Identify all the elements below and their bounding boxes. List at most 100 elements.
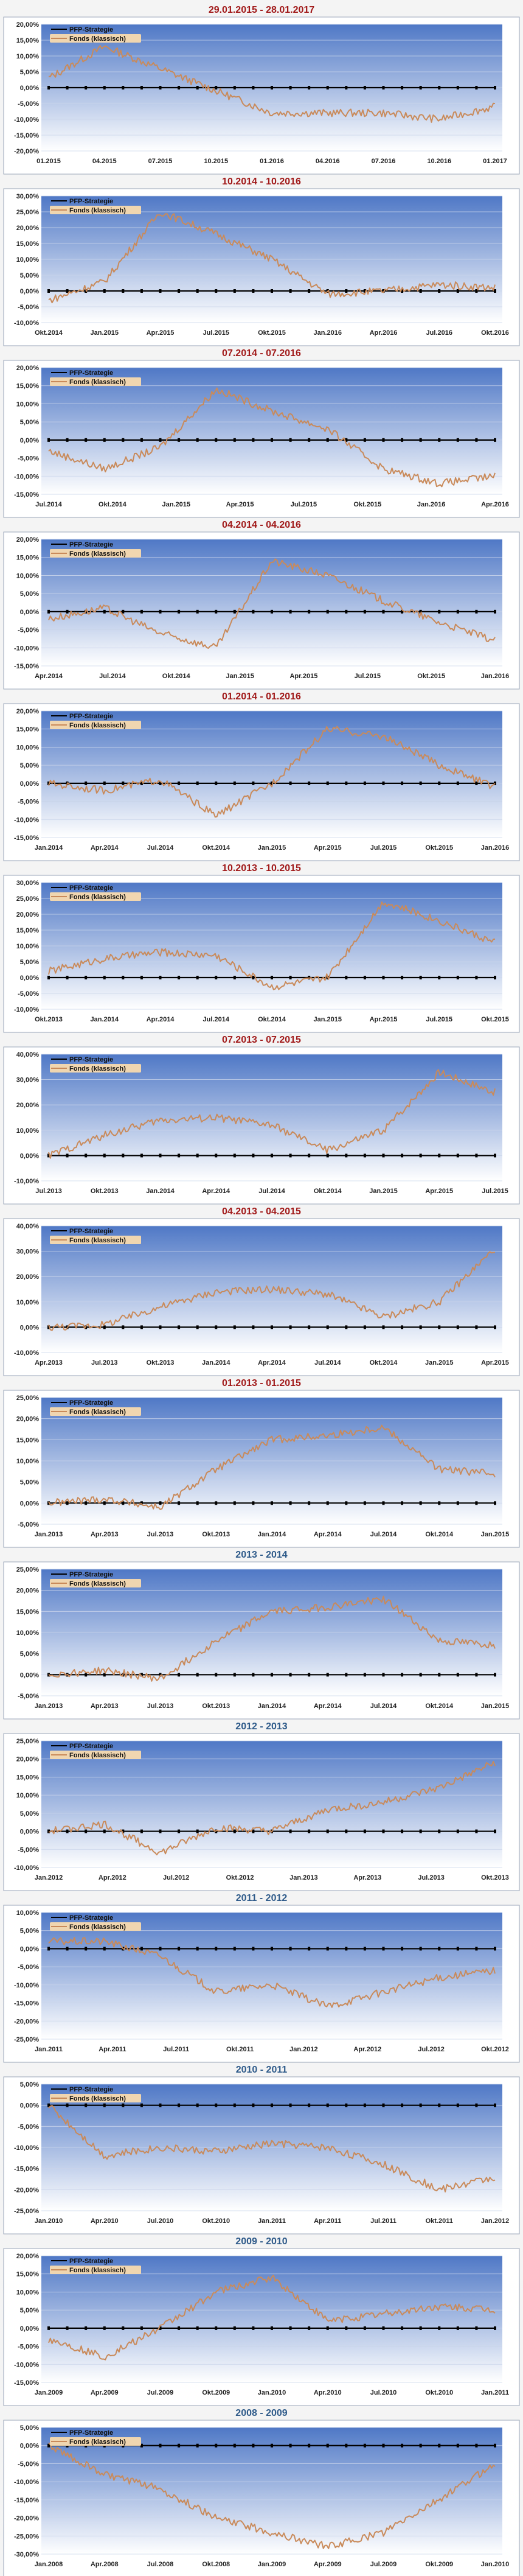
strategy-marker	[47, 2326, 50, 2330]
x-tick-label: Jan.2014	[202, 1359, 230, 1367]
x-tick-label: Jan.2009	[258, 2561, 286, 2568]
y-tick-label: 15,00%	[16, 240, 40, 248]
series-line-fund	[48, 2105, 496, 2193]
strategy-marker	[289, 1153, 292, 1158]
y-tick-label: 20,00%	[16, 1273, 40, 1281]
y-tick-label: 40,00%	[16, 1051, 40, 1059]
strategy-marker	[382, 609, 385, 614]
strategy-marker	[419, 976, 422, 979]
strategy-marker	[159, 289, 162, 293]
y-tick-label: 5,00%	[20, 762, 39, 769]
y-tick-label: 5,00%	[20, 69, 39, 76]
strategy-marker	[47, 1501, 50, 1505]
strategy-marker	[475, 86, 478, 89]
y-tick-label: -20,00%	[14, 2018, 39, 2025]
strategy-marker	[345, 86, 348, 89]
strategy-marker	[178, 2103, 181, 2107]
strategy-marker	[345, 1325, 348, 1329]
strategy-marker	[401, 1325, 404, 1329]
strategy-marker	[382, 2443, 385, 2448]
series-line-fund	[48, 45, 496, 123]
strategy-marker	[308, 438, 311, 442]
x-tick-label: Jul.2014	[258, 1188, 285, 1195]
strategy-marker	[289, 2443, 292, 2448]
strategy-marker	[271, 1947, 273, 1951]
legend-label-fund: Fonds (klassisch)	[69, 1237, 126, 1244]
legend-label-fund: Fonds (klassisch)	[69, 2267, 126, 2274]
y-tick-label: 10,00%	[16, 1629, 40, 1637]
x-tick-label: Jan.2013	[289, 1874, 317, 1881]
strategy-marker	[122, 609, 125, 614]
strategy-marker	[47, 976, 50, 979]
y-tick-label: 15,00%	[16, 555, 40, 562]
series-line-fund	[48, 1069, 496, 1159]
x-tick-label: Jul.2012	[418, 2046, 444, 2053]
strategy-marker	[345, 2443, 348, 2448]
strategy-marker	[345, 289, 348, 293]
y-tick-label: -10,00%	[14, 645, 39, 652]
y-tick-label: -10,00%	[14, 1864, 39, 1872]
x-tick-label: Okt.2015	[258, 329, 286, 337]
x-tick-label: Apr.2014	[202, 1188, 230, 1195]
chart-block: 01.2014 - 01.2016 20,00% 15,00% 10,00% 5,00%…	[3, 691, 520, 861]
y-tick-label: 10,00%	[16, 401, 40, 408]
y-tick-label: -15,00%	[14, 2166, 39, 2173]
strategy-marker	[215, 86, 218, 89]
y-tick-label: 10,00%	[16, 1299, 40, 1306]
x-tick-label: 04.2016	[316, 158, 340, 165]
strategy-marker	[215, 289, 218, 293]
strategy-marker	[159, 1325, 162, 1329]
x-tick-label: Okt.2009	[425, 2561, 453, 2568]
chart-block: 2009 - 2010 20,00% 15,00% 10,00% 5,00% 0,00% -…	[3, 2236, 520, 2406]
x-tick-label: Okt.2011	[426, 2217, 453, 2225]
strategy-marker	[382, 438, 385, 442]
strategy-marker	[494, 289, 496, 293]
x-tick-label: Jul.2011	[370, 2217, 397, 2225]
strategy-marker	[122, 1501, 125, 1505]
y-tick-label: -15,00%	[14, 132, 39, 139]
y-tick-label: -5,00%	[18, 100, 39, 108]
x-tick-label: Apr.2014	[35, 673, 63, 680]
y-tick-label: -10,00%	[14, 816, 39, 824]
strategy-marker	[252, 1325, 255, 1329]
legend-label-fund: Fonds (klassisch)	[69, 1923, 126, 1931]
x-tick-label: Jul.2012	[163, 1874, 189, 1881]
strategy-marker	[103, 1947, 106, 1951]
strategy-marker	[252, 1153, 255, 1158]
strategy-marker	[252, 1673, 255, 1677]
strategy-marker	[363, 289, 366, 293]
chart-title: 2008 - 2009	[235, 2408, 288, 2418]
x-tick-label: Jan.2014	[258, 1531, 286, 1538]
x-tick-label: Apr.2011	[314, 2217, 341, 2225]
chart-block: 2013 - 2014 25,00% 20,00% 15,00% 10,00% 5,00%…	[3, 1550, 520, 1720]
legend-label-strategy: PFP-Strategie	[69, 541, 113, 548]
strategy-marker	[122, 781, 125, 785]
strategy-marker	[475, 781, 478, 785]
strategy-marker	[401, 781, 404, 785]
strategy-marker	[271, 289, 273, 293]
chart-block: 10.2014 - 10.2016 30,00% 25,00% 20,00% 15,00…	[3, 177, 520, 346]
y-tick-label: 0,00%	[20, 1500, 39, 1507]
x-tick-label: 07.2015	[148, 158, 173, 165]
legend-box-fund	[50, 206, 141, 214]
y-tick-label: 5,00%	[20, 2424, 39, 2432]
strategy-marker	[66, 438, 69, 442]
legend-label-strategy: PFP-Strategie	[69, 1571, 113, 1578]
strategy-marker	[122, 2326, 125, 2330]
x-tick-label: Jul.2010	[370, 2389, 397, 2396]
x-tick-label: Jan.2008	[35, 2561, 63, 2568]
x-tick-label: Okt.2014	[99, 501, 127, 508]
strategy-marker	[178, 438, 181, 442]
strategy-marker	[308, 2443, 311, 2448]
strategy-marker	[196, 609, 199, 614]
strategy-marker	[196, 2443, 199, 2448]
x-tick-label: Okt.2015	[425, 844, 453, 852]
strategy-marker	[326, 609, 329, 614]
strategy-marker	[494, 1501, 496, 1505]
strategy-marker	[456, 86, 459, 89]
series-line-fund	[48, 901, 496, 990]
strategy-marker	[363, 781, 366, 785]
strategy-marker	[401, 2443, 404, 2448]
strategy-marker	[363, 2326, 366, 2330]
